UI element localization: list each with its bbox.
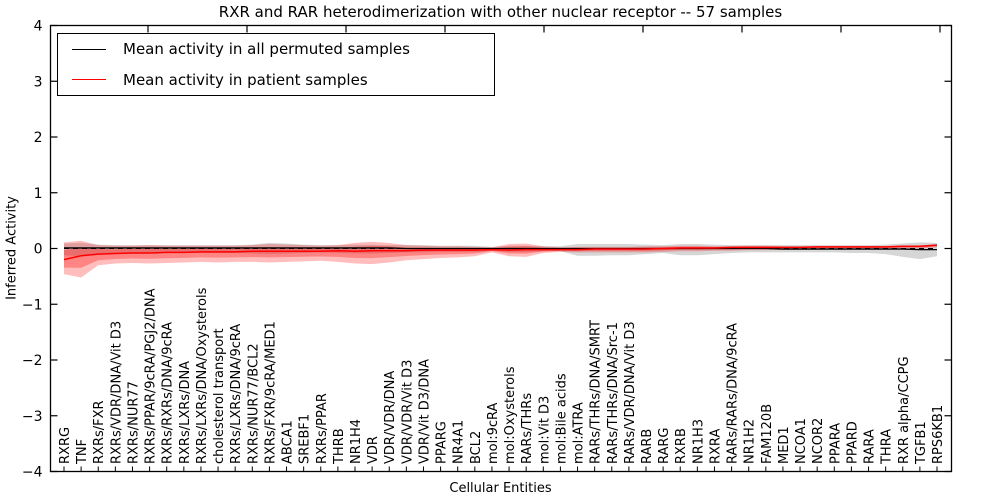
y-tick-label: −1 xyxy=(22,297,43,313)
x-tick-label: NR1H4 xyxy=(349,419,364,464)
x-tick-label: RARA xyxy=(863,429,878,464)
x-tick-label: BCL2 xyxy=(469,431,484,464)
x-tick-label: RARs/RARs/DNA/9cRA xyxy=(726,323,741,464)
x-tick-label: RARs/THRs xyxy=(520,393,535,464)
legend-label-patient: Mean activity in patient samples xyxy=(123,70,368,89)
x-tick-label: mol:Vit D3 xyxy=(537,396,552,464)
x-tick-label: VDR xyxy=(366,436,381,464)
legend-item-patient: Mean activity in patient samples xyxy=(58,66,494,94)
y-tick-label: 1 xyxy=(34,186,43,202)
legend-line-sample-permuted xyxy=(72,48,106,50)
patient-mean-line xyxy=(63,244,938,261)
x-axis-label: Cellular Entities xyxy=(449,481,552,496)
legend-line-sample-patient xyxy=(72,79,106,81)
x-tick-label: RXR alpha/CCPG xyxy=(897,356,912,464)
x-tick-label: NR1H2 xyxy=(743,419,758,464)
permuted-std-band xyxy=(64,242,937,260)
legend-box: Mean activity in all permuted samples Me… xyxy=(57,33,495,96)
x-tick-label: RPS6KB1 xyxy=(931,405,946,464)
x-tick-label: TNF xyxy=(75,439,90,465)
y-tick-label: 3 xyxy=(34,74,43,90)
patient-std-band-outer xyxy=(64,240,937,278)
x-tick-label: NCOR2 xyxy=(811,418,826,464)
x-tick-label: RXRs/LXRs/DNA/9cRA xyxy=(229,324,244,464)
x-tick-label: NR4A1 xyxy=(452,420,467,464)
x-tick-label: cholesterol transport xyxy=(212,328,227,464)
x-tick-label: RXRs/VDR/DNA/Vit D3 xyxy=(109,321,124,464)
x-tick-label: SREBF1 xyxy=(298,414,313,464)
permuted-mean-line xyxy=(64,247,937,251)
x-tick-label: PPARA xyxy=(828,423,843,464)
x-tick-label: NCOA1 xyxy=(794,418,809,464)
x-tick-label: THRA xyxy=(880,429,895,465)
x-tick-label: VDR/VDR/DNA xyxy=(383,371,398,464)
x-tick-label: ABCA1 xyxy=(281,420,296,464)
x-tick-label: mol:ATRA xyxy=(572,402,587,464)
x-tick-label: PPARG xyxy=(435,421,450,464)
x-tick-label: RXRs/FXR/9cRA/MED1 xyxy=(263,321,278,464)
x-tick-label: RARG xyxy=(657,427,672,464)
x-tick-label: RXRs/NUR77 xyxy=(126,381,141,464)
x-tick-label: RARs/THRs/DNA/SMRT xyxy=(589,320,604,464)
x-tick-label: RXRs/PPAR xyxy=(315,393,330,464)
x-tick-label: RXRs/NUR77/BCL2 xyxy=(246,343,261,464)
x-tick-label: RXRs/LXRs/DNA xyxy=(178,361,193,464)
x-tick-label: VDR/Vit D3/DNA xyxy=(417,359,432,464)
x-tick-label: RARB xyxy=(640,429,655,464)
x-tick-label: RXRA xyxy=(708,429,723,464)
x-tick-label: mol:9cRA xyxy=(486,402,501,464)
y-tick-label: −4 xyxy=(22,465,43,481)
x-tick-label: RXRB xyxy=(674,428,689,464)
x-tick-label: RXRG xyxy=(58,427,73,464)
chart-title: RXR and RAR heterodimerization with othe… xyxy=(218,3,783,21)
patient-std-band-inner xyxy=(64,244,937,268)
x-tick-label: RXRs/PPAR/9cRA/PGJ2/DNA xyxy=(144,288,159,464)
x-tick-label: TGFB1 xyxy=(914,421,929,465)
legend-label-permuted: Mean activity in all permuted samples xyxy=(123,40,410,59)
x-tick-label: mol:Bile acids xyxy=(554,373,569,464)
x-tick-label: RARs/VDR/DNA/Vit D3 xyxy=(623,321,638,464)
y-tick-label: 0 xyxy=(34,242,43,258)
x-tick-label: MED1 xyxy=(777,426,792,464)
y-tick-label: 2 xyxy=(34,130,43,146)
x-tick-label: RXRs/FXR xyxy=(92,400,107,464)
y-tick-label: 4 xyxy=(34,19,43,35)
x-tick-label: NR1H3 xyxy=(691,419,706,464)
x-tick-label: VDR/VDR/Vit D3 xyxy=(400,360,415,464)
y-tick-label: −3 xyxy=(22,409,43,425)
x-tick-label: RXRs/RXRs/DNA/9cRA xyxy=(161,322,176,464)
x-tick-label: PPARD xyxy=(845,421,860,464)
x-tick-label: THRB xyxy=(332,428,347,465)
x-tick-label: mol:Oxysterols xyxy=(503,366,518,464)
x-tick-label: RARs/THRs/DNA/Src-1 xyxy=(606,322,621,464)
x-tick-label: RXRs/LXRs/DNA/Oxysterols xyxy=(195,287,210,464)
legend-item-permuted: Mean activity in all permuted samples xyxy=(58,35,494,63)
y-tick-label: −2 xyxy=(22,353,43,369)
x-tick-label: FAM120B xyxy=(760,404,775,464)
